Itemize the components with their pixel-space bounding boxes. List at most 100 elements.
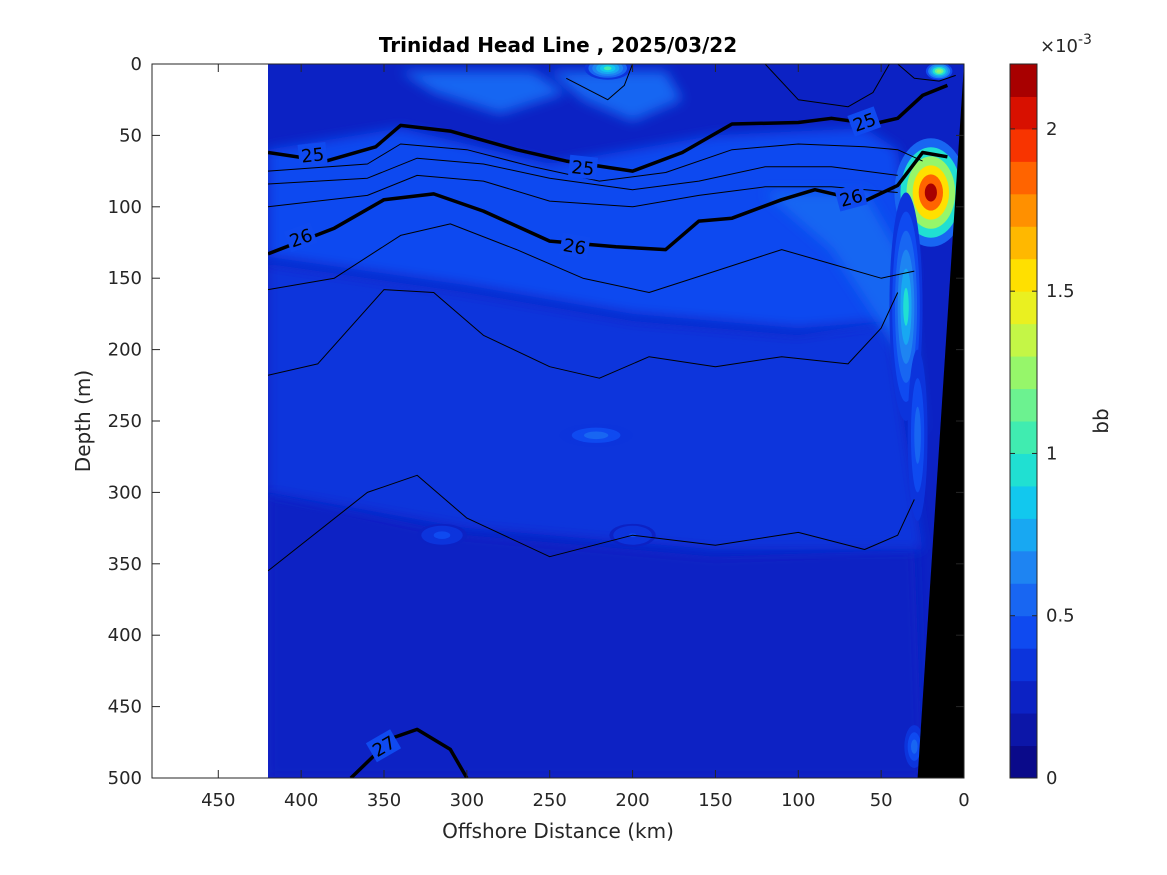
colorbar-label: bb [1089,408,1113,433]
contour-line-labeled [268,83,949,173]
colorbar-exponent-base: ×10 [1040,36,1078,57]
y-tick-label: 250 [108,411,142,432]
colorbar-tick-label: 1 [1046,443,1057,464]
colorbar-step [1010,388,1037,422]
colorbar-step [1010,291,1037,325]
contour-label: 25 [567,154,599,180]
contour-label-bg [559,232,591,260]
x-tick-label: 50 [870,790,893,811]
contour-label-text: 25 [300,144,325,167]
heatmap-feature-ring [936,69,942,73]
heatmap-feature [925,64,953,80]
contour-line-labeled [268,150,948,256]
y-tick-label: 50 [119,125,142,146]
colorbar-tick-label: 0 [1046,768,1057,789]
contour-layer [268,64,956,778]
heatmap-feature-ring [915,421,920,450]
colorbar-step [1010,485,1037,519]
contour-line [566,64,634,101]
colorbar-step [1010,648,1037,682]
contour-label: 25 [297,142,328,168]
heatmap-region [765,192,923,436]
x-tick-label: 300 [450,790,484,811]
x-tick-label: 250 [533,790,567,811]
contour-label-bg [365,729,402,763]
colorbar-step [1010,323,1037,357]
x-axis: 450 400 350 300 250 200 150 100 50 0 [201,64,970,811]
colorbar-step [1010,745,1037,779]
contour-line [268,143,923,182]
x-tick-label: 0 [958,790,969,811]
heatmap-region [549,71,683,122]
heatmap-feature-ring [912,743,916,751]
colorbar-step [1010,550,1037,584]
heatmap-region [400,71,567,114]
contour-label: 26 [559,232,591,260]
contour-line [268,289,899,379]
contour-line [268,157,898,191]
y-tick-label: 150 [108,268,142,289]
heatmap-feature [584,64,631,80]
y-axis-label: Depth (m) [71,370,95,472]
contour-label-bg [297,142,328,167]
x-tick-label: 450 [201,790,235,811]
heatmap-feature-ring [603,66,612,71]
contour-line [764,64,890,108]
contour-line [268,174,898,208]
y-tick-label: 400 [108,625,142,646]
contour-line [897,64,956,82]
y-tick-label: 500 [108,768,142,789]
heatmap-feature-ring [903,287,909,326]
colorbar-step [1010,226,1037,260]
heatmap-feature [907,349,928,521]
contour-line [268,474,915,572]
y-axis: 0 50 100 150 200 250 300 350 400 450 500 [108,54,964,789]
heatmap-feature [559,423,633,447]
heatmap-feature-ring [437,533,447,538]
x-tick-label: 350 [367,790,401,811]
y-tick-label: 100 [108,197,142,218]
x-axis-label: Offshore Distance (km) [442,819,674,843]
colorbar-tick-label: 1.5 [1046,281,1075,302]
bathymetry-shape [917,64,964,778]
x-tick-label: 200 [615,790,649,811]
colorbar-tick-label: 0.5 [1046,606,1075,627]
heatmap-region [268,492,923,778]
y-tick-label: 200 [108,340,142,361]
colorbar-step [1010,713,1037,747]
y-tick-label: 0 [131,54,142,75]
heatmap-feature [417,523,467,547]
x-tick-label: 100 [781,790,815,811]
heatmap-feature [904,725,925,769]
colorbar-exponent: ×10-3 [1040,32,1092,57]
x-tick-label: 400 [284,790,318,811]
colorbar-step [1010,615,1037,649]
heatmap-feature-ring [924,183,937,202]
chart-title: Trinidad Head Line , 2025/03/22 [379,33,737,57]
y-tick-label: 450 [108,697,142,718]
colorbar-exponent-power: -3 [1078,32,1092,48]
colorbar-step [1010,680,1037,714]
contour-label-bg [834,182,868,212]
contour-line [268,223,915,293]
colorbar-step [1010,258,1037,292]
heatmap-layer [268,64,964,778]
contour-label-bg [567,154,599,180]
colorbar [1010,64,1037,779]
colorbar-ticks: 0 0.5 1 1.5 2 [1010,119,1075,789]
contour-label-text: 25 [570,157,595,180]
plot-frame [151,63,965,779]
colorbar-step [1010,161,1037,195]
heatmap-region [268,263,923,550]
colorbar-tick-label: 2 [1046,119,1057,140]
colorbar-step [1010,518,1037,552]
contour-label-bg [283,222,318,253]
heatmap-feature-ring [590,433,603,438]
colorbar-step [1010,96,1037,130]
contour-label-text: 26 [561,235,587,260]
colorbar-frame [1009,63,1038,779]
x-tick-label: 150 [698,790,732,811]
colorbar-step [1010,128,1037,162]
heatmap-region [268,128,915,329]
